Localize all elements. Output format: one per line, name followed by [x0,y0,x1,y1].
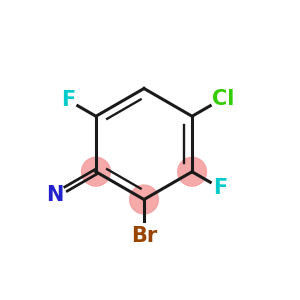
Circle shape [178,157,206,186]
Text: Cl: Cl [212,88,234,109]
Text: F: F [61,90,75,110]
Text: Br: Br [131,226,157,245]
Circle shape [82,157,110,186]
Text: F: F [214,178,228,198]
Circle shape [130,185,158,214]
Text: N: N [46,185,64,205]
